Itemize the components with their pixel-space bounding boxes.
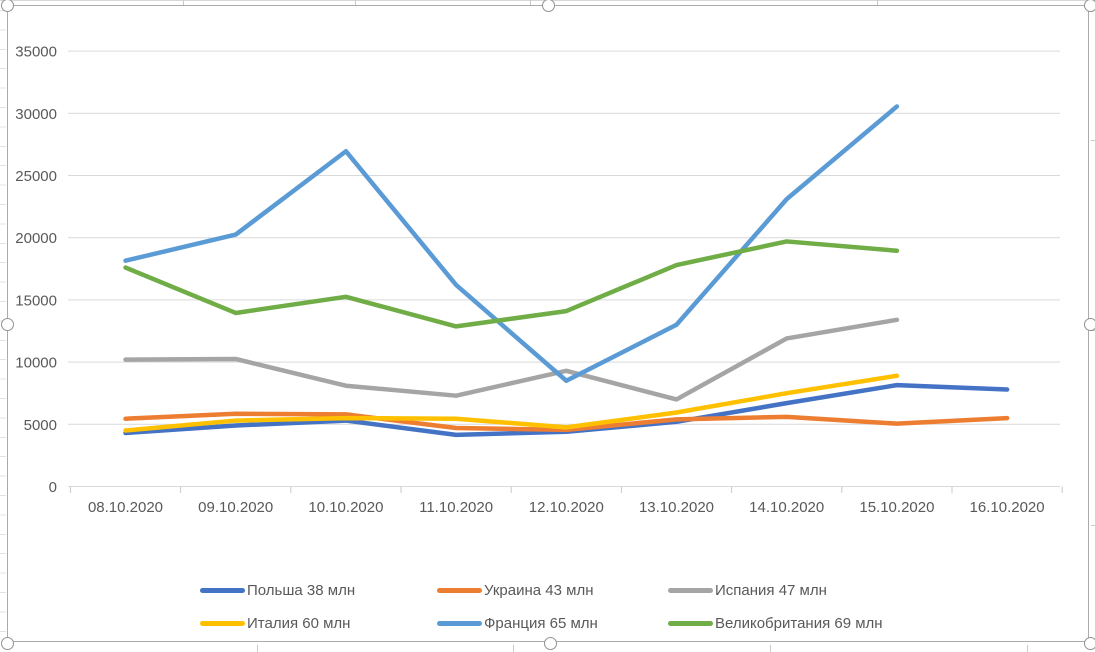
- legend-label: Испания 47 млн: [715, 581, 827, 599]
- y-axis-tick-label: 35000: [15, 44, 57, 61]
- worksheet-gridline: [257, 645, 258, 652]
- legend-item-polsha[interactable]: Польша 38 млн: [200, 581, 356, 599]
- y-axis-tick-label: 20000: [15, 230, 57, 247]
- selection-handle-middle-left[interactable]: [0, 317, 14, 331]
- worksheet-gridline: [513, 645, 514, 652]
- worksheet-gridline: [355, 0, 356, 5]
- worksheet-gridline: [1091, 140, 1095, 141]
- selection-handle-bottom-right[interactable]: [1083, 636, 1095, 650]
- worksheet-gridline: [183, 0, 184, 5]
- selection-handle-top-right[interactable]: [1083, 0, 1095, 12]
- legend-label: Франция 65 млн: [484, 614, 598, 632]
- series-line-ukraina[interactable]: [123, 411, 1010, 433]
- x-axis-tick-label: 16.10.2020: [970, 499, 1045, 516]
- x-axis-tick-label: 13.10.2020: [639, 499, 714, 516]
- legend-label: Украина 43 млн: [484, 581, 594, 599]
- y-axis-tick-label: 0: [49, 479, 57, 496]
- legend-marker-velikobritaniya: [668, 620, 713, 626]
- y-axis-tick-label: 30000: [15, 106, 57, 123]
- y-axis-tick-label: 5000: [24, 417, 57, 434]
- legend-label: Польша 38 млн: [247, 581, 356, 599]
- series-line-italiya[interactable]: [123, 373, 900, 433]
- legend-item-ispaniya[interactable]: Испания 47 млн: [668, 581, 827, 599]
- legend-item-velikobritaniya[interactable]: Великобритания 69 млн: [668, 614, 883, 632]
- y-axis-tick-label: 15000: [15, 292, 57, 309]
- legend-label: Италия 60 млн: [247, 614, 351, 632]
- x-axis-tick-label: 14.10.2020: [749, 499, 824, 516]
- legend-marker-polsha: [200, 587, 245, 593]
- legend-item-ukraina[interactable]: Украина 43 млн: [437, 581, 594, 599]
- legend-marker-ukraina: [437, 587, 482, 593]
- y-axis-tick-label: 10000: [15, 355, 57, 372]
- series-line-ispaniya[interactable]: [123, 317, 900, 402]
- y-axis-tick-label: 25000: [15, 168, 57, 185]
- legend-item-frantsiya[interactable]: Франция 65 млн: [437, 614, 598, 632]
- selection-handle-bottom-middle[interactable]: [543, 636, 557, 650]
- chart-object-frame[interactable]: [7, 5, 1089, 642]
- worksheet-gridline: [530, 0, 531, 5]
- worksheet-gridline: [1091, 330, 1095, 331]
- x-axis-tick-label: 12.10.2020: [529, 499, 604, 516]
- worksheet-gridline: [1091, 525, 1095, 526]
- x-axis-tick-label: 10.10.2020: [308, 499, 383, 516]
- worksheet-gridline: [1027, 645, 1028, 652]
- x-axis-tick-label: 09.10.2020: [198, 499, 273, 516]
- worksheet-gridline: [877, 0, 878, 5]
- series-line-frantsiya[interactable]: [123, 104, 900, 384]
- x-axis-tick-label: 11.10.2020: [419, 499, 493, 516]
- selection-handle-middle-right[interactable]: [1083, 317, 1095, 331]
- legend-marker-frantsiya: [437, 620, 482, 626]
- x-axis-tick-label: 15.10.2020: [859, 499, 934, 516]
- legend-marker-italiya: [200, 620, 245, 626]
- legend-marker-ispaniya: [668, 587, 713, 593]
- series-line-velikobritaniya[interactable]: [123, 239, 900, 329]
- selection-handle-top-middle[interactable]: [541, 0, 555, 12]
- selection-handle-top-left[interactable]: [0, 0, 14, 12]
- selection-handle-bottom-left[interactable]: [0, 636, 14, 650]
- legend-label: Великобритания 69 млн: [715, 614, 883, 632]
- worksheet-gridline: [770, 645, 771, 652]
- legend-item-italiya[interactable]: Италия 60 млн: [200, 614, 351, 632]
- x-axis-tick-label: 08.10.2020: [88, 499, 163, 516]
